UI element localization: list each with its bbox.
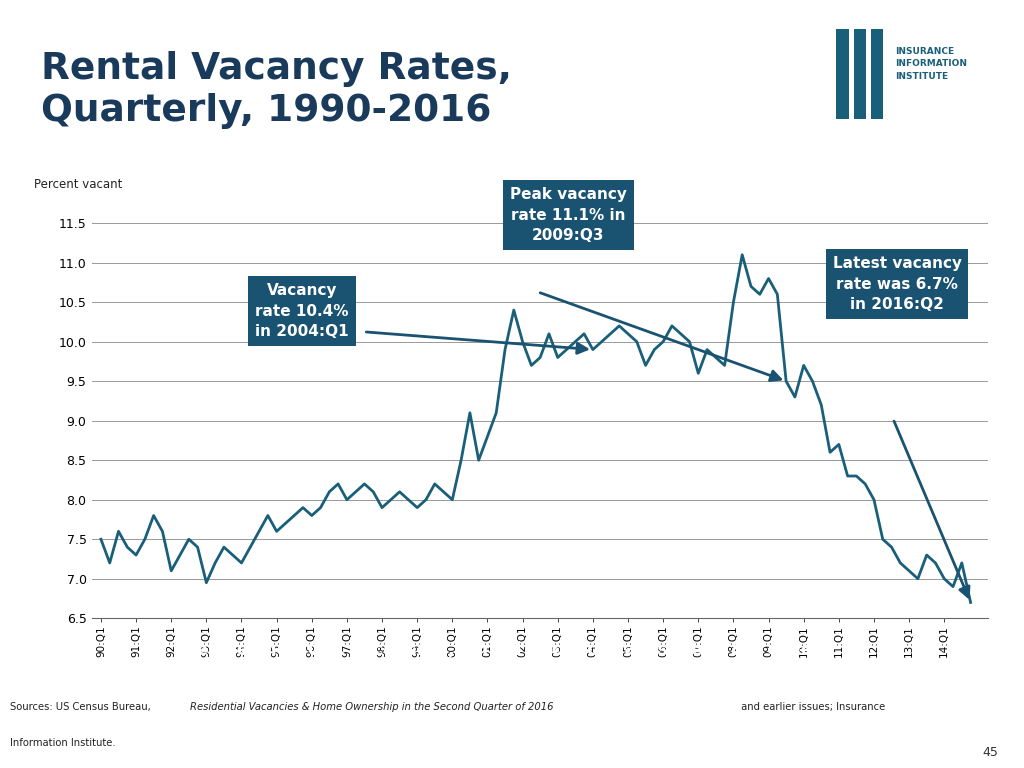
Text: Information Institute.: Information Institute. [10,738,116,748]
FancyBboxPatch shape [837,29,849,119]
Text: Sources: US Census Bureau,: Sources: US Census Bureau, [10,702,155,712]
Text: Peak vacancy
rate 11.1% in
2009:Q3: Peak vacancy rate 11.1% in 2009:Q3 [510,187,627,243]
Text: Rental Vacancy Rates,
Quarterly, 1990-2016: Rental Vacancy Rates, Quarterly, 1990-20… [41,51,512,129]
Text: Percent vacant: Percent vacant [34,178,122,191]
FancyBboxPatch shape [871,29,884,119]
Text: We’re below those levels now. => More multi-unit construction?: We’re below those levels now. => More mu… [186,670,838,687]
Text: Latest vacancy
rate was 6.7%
in 2016:Q2: Latest vacancy rate was 6.7% in 2016:Q2 [833,257,962,312]
Text: and earlier issues; Insurance: and earlier issues; Insurance [738,702,885,712]
Text: INSURANCE
INFORMATION
INSTITUTE: INSURANCE INFORMATION INSTITUTE [896,47,968,81]
Text: 45: 45 [982,746,998,759]
Text: Before the 2001 recession, rental vacancy rates were 8% or less.: Before the 2001 recession, rental vacanc… [182,641,842,659]
Text: Residential Vacancies & Home Ownership in the Second Quarter of 2016: Residential Vacancies & Home Ownership i… [190,702,554,712]
Text: Vacancy
rate 10.4%
in 2004:Q1: Vacancy rate 10.4% in 2004:Q1 [255,283,349,339]
FancyBboxPatch shape [854,29,866,119]
